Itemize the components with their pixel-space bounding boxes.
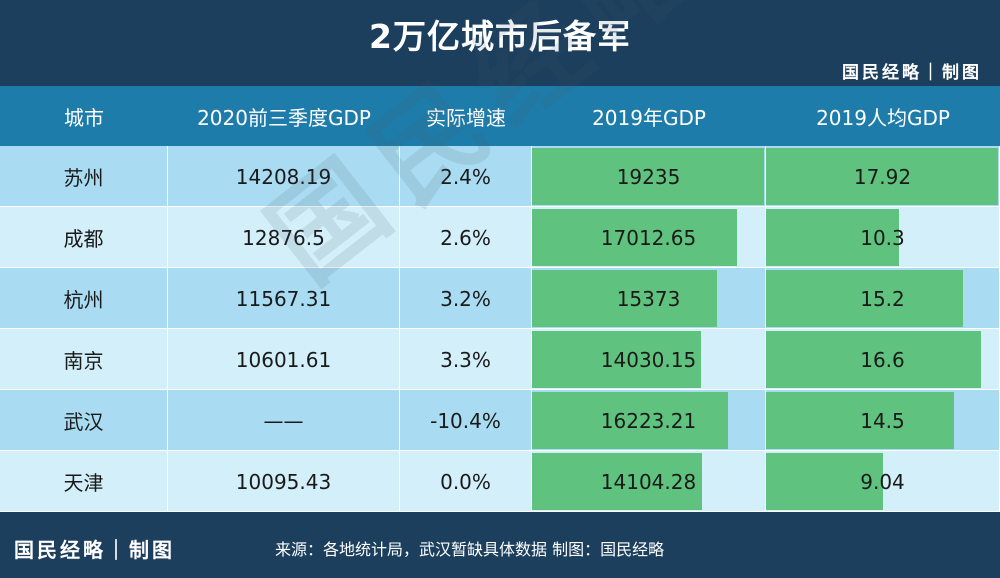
bar-value-label: 16223.21 bbox=[600, 408, 697, 433]
table-cell-growth: 0.0% bbox=[400, 451, 532, 512]
table-row: 苏州 14208.19 2.4% 19235 17.92 bbox=[0, 146, 1000, 207]
bar-value-label: 19235 bbox=[616, 164, 681, 189]
row-divider bbox=[0, 511, 1000, 512]
footer: 国民经略｜制图 来源：各地统计局，武汉暂缺具体数据 制图：国民经略 bbox=[0, 512, 1000, 578]
data-bar-per_capita bbox=[766, 209, 900, 266]
bar-cell-per_capita: 10.3 bbox=[766, 207, 1000, 268]
table-row: 武汉 —— -10.4% 16223.21 14.5 bbox=[0, 390, 1000, 451]
column-header: 2019年GDP bbox=[532, 86, 767, 146]
table-row: 成都 12876.5 2.6% 17012.65 10.3 bbox=[0, 207, 1000, 268]
data-bar-per_capita bbox=[766, 270, 963, 327]
table-cell-gdp2020q3: —— bbox=[168, 390, 400, 451]
bar-value-label: 9.04 bbox=[860, 469, 905, 494]
bar-value-label: 14030.15 bbox=[600, 347, 697, 372]
data-bar-gdp2019 bbox=[532, 331, 702, 388]
bar-cell-per_capita: 15.2 bbox=[766, 268, 1000, 329]
bar-cell-per_capita: 9.04 bbox=[766, 451, 1000, 512]
table-cell-growth: 2.6% bbox=[400, 207, 532, 268]
table-row: 杭州 11567.31 3.2% 15373 15.2 bbox=[0, 268, 1000, 329]
bar-value-label: 14104.28 bbox=[600, 469, 697, 494]
bar-cell-gdp2019: 15373 bbox=[532, 268, 766, 329]
column-header: 实际增速 bbox=[400, 86, 533, 146]
bar-value-label: 10.3 bbox=[860, 225, 905, 250]
row-divider bbox=[0, 450, 1000, 451]
row-divider bbox=[0, 267, 1000, 268]
data-table: 城市 2020前三季度GDP 实际增速 2019年GDP 2019人均GDP 苏州 1420… bbox=[0, 86, 1000, 512]
bar-value-label: 14.5 bbox=[860, 408, 905, 433]
table-cell-growth: 2.4% bbox=[400, 146, 532, 207]
table-cell-gdp2020q3: 12876.5 bbox=[168, 207, 400, 268]
data-bar-per_capita bbox=[766, 392, 954, 449]
data-bar-gdp2019 bbox=[532, 270, 718, 327]
table-cell-growth: 3.3% bbox=[400, 329, 532, 390]
table-cell-city: 杭州 bbox=[0, 268, 168, 329]
table-cell-gdp2020q3: 10095.43 bbox=[168, 451, 400, 512]
column-header: 2019人均GDP bbox=[766, 86, 1000, 146]
bar-value-label: 17012.65 bbox=[600, 225, 697, 250]
bar-cell-gdp2019: 16223.21 bbox=[532, 390, 766, 451]
table-cell-gdp2020q3: 11567.31 bbox=[168, 268, 400, 329]
table-cell-gdp2020q3: 10601.61 bbox=[168, 329, 400, 390]
chart-title: 2万亿城市后备军 bbox=[369, 17, 631, 56]
table-row: 天津 10095.43 0.0% 14104.28 9.04 bbox=[0, 451, 1000, 512]
table-cell-growth: -10.4% bbox=[400, 390, 532, 451]
data-bar-per_capita bbox=[766, 148, 998, 205]
bar-value-label: 17.92 bbox=[853, 164, 912, 189]
table-cell-city: 武汉 bbox=[0, 390, 168, 451]
source-note: 来源：各地统计局，武汉暂缺具体数据 制图：国民经略 bbox=[275, 540, 665, 559]
title-bar: 2万亿城市后备军 国民经略｜制图 bbox=[0, 0, 1000, 86]
bar-value-label: 15373 bbox=[616, 286, 681, 311]
data-bar-gdp2019 bbox=[532, 453, 703, 510]
data-bar-gdp2019 bbox=[532, 148, 764, 205]
data-bar-per_capita bbox=[766, 331, 981, 388]
table-cell-city: 南京 bbox=[0, 329, 168, 390]
bar-value-label: 15.2 bbox=[860, 286, 905, 311]
row-divider bbox=[0, 328, 1000, 329]
data-bar-gdp2019 bbox=[532, 392, 728, 449]
row-divider bbox=[0, 389, 1000, 390]
bar-cell-gdp2019: 17012.65 bbox=[532, 207, 766, 268]
bar-cell-per_capita: 16.6 bbox=[766, 329, 1000, 390]
table-cell-city: 成都 bbox=[0, 207, 168, 268]
table-cell-city: 天津 bbox=[0, 451, 168, 512]
bar-value-label: 16.6 bbox=[860, 347, 905, 372]
brand-label-bottom: 国民经略｜制图 bbox=[14, 538, 175, 562]
bar-cell-gdp2019: 14030.15 bbox=[532, 329, 766, 390]
table-cell-growth: 3.2% bbox=[400, 268, 532, 329]
table-row: 南京 10601.61 3.3% 14030.15 16.6 bbox=[0, 329, 1000, 390]
bar-cell-per_capita: 17.92 bbox=[766, 146, 1000, 207]
row-divider bbox=[0, 206, 1000, 207]
column-header: 城市 bbox=[0, 86, 169, 146]
data-bar-gdp2019 bbox=[532, 209, 738, 266]
bar-cell-gdp2019: 19235 bbox=[532, 146, 766, 207]
brand-label-top: 国民经略｜制图 bbox=[842, 63, 982, 83]
bar-cell-gdp2019: 14104.28 bbox=[532, 451, 766, 512]
data-bar-per_capita bbox=[766, 453, 884, 510]
bar-cell-per_capita: 14.5 bbox=[766, 390, 1000, 451]
table-cell-gdp2020q3: 14208.19 bbox=[168, 146, 400, 207]
column-header: 2020前三季度GDP bbox=[168, 86, 401, 146]
table-cell-city: 苏州 bbox=[0, 146, 168, 207]
